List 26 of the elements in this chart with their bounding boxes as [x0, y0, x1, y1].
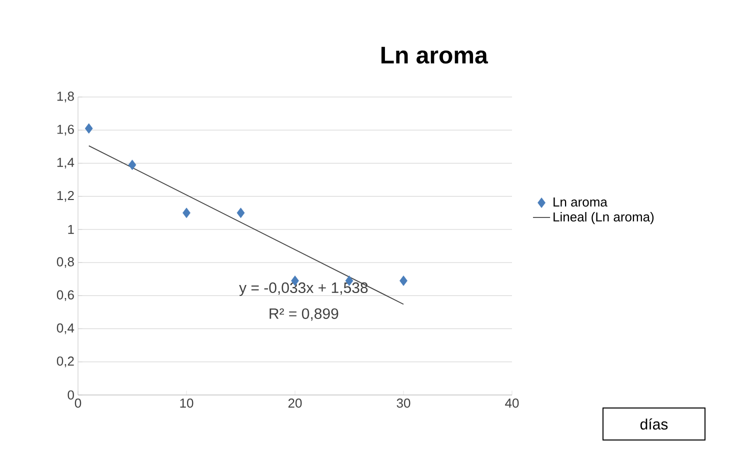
y-tick-label: 0,4: [56, 323, 74, 334]
x-tick-label: 30: [396, 398, 410, 408]
x-tick-label: 10: [180, 398, 194, 408]
point: [182, 208, 190, 218]
y-tick-label: 1: [68, 224, 74, 234]
y-tick-label: 1,8: [57, 92, 74, 102]
point: [84, 123, 93, 134]
x-tick-label: 0: [74, 398, 82, 408]
annotation: y = -0,033x + 1,538: [239, 282, 368, 296]
text: días: [640, 418, 668, 430]
chart-title: Ln aroma: [381, 46, 488, 64]
x-tick-label: 40: [505, 398, 519, 408]
legend-label: Ln aroma: [554, 198, 608, 207]
legend-label: Lineal (Ln aroma): [554, 212, 654, 224]
y-tick-label: 1,2: [57, 190, 74, 202]
point: [128, 160, 136, 170]
x-tick-label: 20: [288, 398, 302, 408]
y-tick-label: 0,2: [56, 356, 74, 368]
point: [236, 208, 245, 218]
y-tick-label: 0,8: [56, 257, 74, 268]
y-tick-label: 0,6: [56, 290, 74, 302]
point: [400, 276, 408, 286]
y-tick-label: 1,4: [57, 158, 74, 169]
annotation: R² = 0,899: [270, 308, 338, 321]
y-tick-label: 1,6: [57, 124, 74, 136]
y-tick-label: 0: [68, 390, 74, 400]
